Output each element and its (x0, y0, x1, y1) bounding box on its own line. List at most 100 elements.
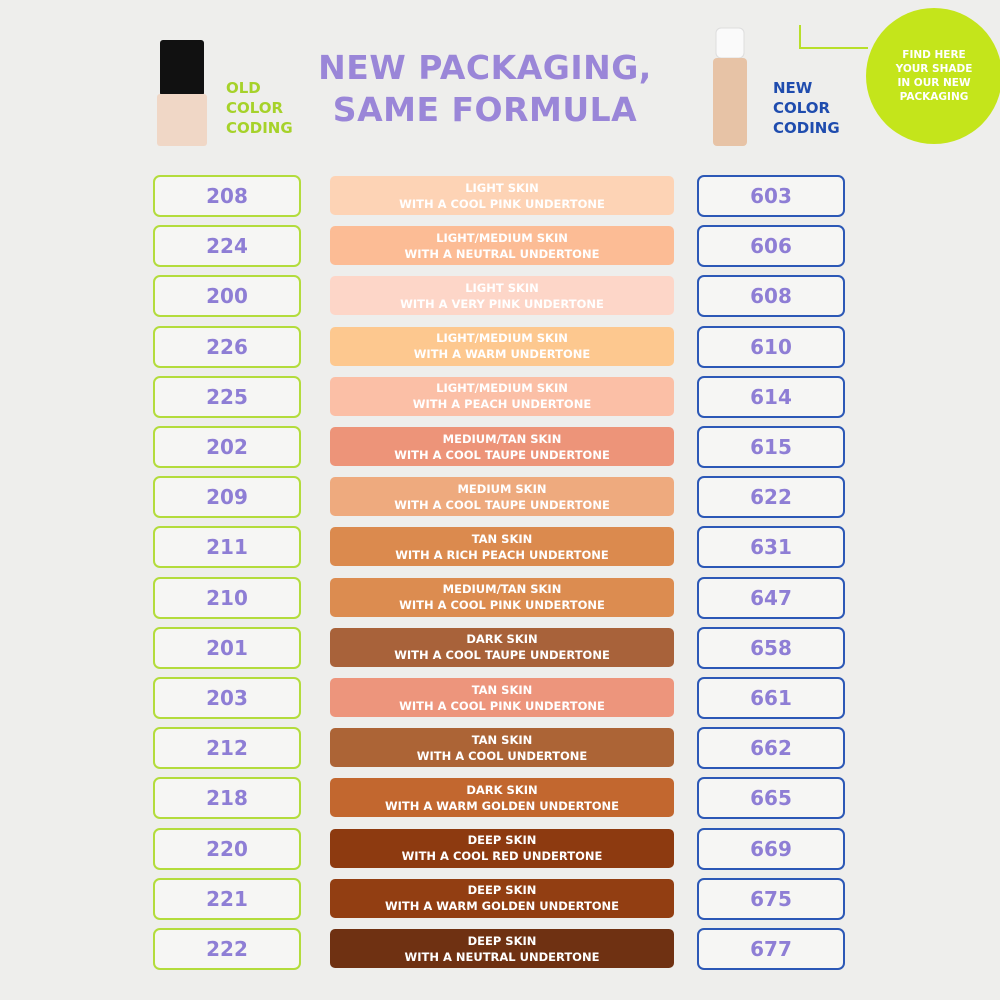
new-bottle-pump (715, 27, 745, 59)
description-line: WITH A COOL TAUPE UNDERTONE (394, 447, 610, 462)
new-code: 606 (697, 225, 845, 268)
description-line: WITH A COOL PINK UNDERTONE (399, 196, 605, 211)
old-code: 225 (153, 375, 301, 418)
shade-description: DEEP SKIN WITH A NEUTRAL UNDERTONE (330, 929, 674, 968)
description-line: WITH A COOL TAUPE UNDERTONE (394, 648, 610, 663)
description-line: WITH A WARM GOLDEN UNDERTONE (384, 899, 620, 914)
shade-description: DEEP SKIN WITH A COOL RED UNDERTONE (330, 828, 674, 868)
old-bottle-body (157, 94, 207, 146)
new-code: 677 (697, 928, 845, 970)
new-code: 669 (697, 827, 845, 870)
old-label: OLD COLOR CODING (226, 78, 293, 138)
new-label: NEW COLOR CODING (773, 78, 840, 138)
description-line: MEDIUM SKIN (457, 481, 547, 496)
old-label-line: COLOR (226, 99, 284, 117)
description-line: DEEP SKIN (467, 833, 537, 848)
old-code: 222 (153, 928, 301, 970)
description-line: WITH A COOL TAUPE UNDERTONE (394, 497, 610, 512)
new-code: 665 (697, 777, 845, 820)
description-line: WITH A WARM UNDERTONE (413, 347, 591, 362)
shade-description: LIGHT/MEDIUM SKIN WITH A NEUTRAL UNDERTON… (330, 226, 674, 266)
new-code: 658 (697, 626, 845, 669)
old-code: 200 (153, 275, 301, 318)
description-line: MEDIUM/TAN SKIN (442, 431, 562, 446)
shade-description: LIGHT SKIN WITH A COOL PINK UNDERTONE (330, 176, 674, 215)
shade-description: TAN SKIN WITH A COOL PINK UNDERTONE (330, 678, 674, 717)
description-line: DEEP SKIN (467, 933, 537, 948)
description-line: LIGHT/MEDIUM SKIN (436, 230, 568, 245)
description-line: LIGHT/MEDIUM SKIN (436, 381, 568, 396)
new-code: 675 (697, 877, 845, 920)
new-code: 614 (697, 375, 845, 418)
callout: FIND HERE YOUR SHADE IN OUR NEW PACKAGIN… (866, 8, 1000, 144)
description-line: LIGHT SKIN (465, 180, 539, 195)
description-line: WITH A COOL UNDERTONE (416, 748, 588, 763)
old-code: 221 (153, 877, 301, 920)
shade-description: MEDIUM/TAN SKIN WITH A COOL TAUPE UNDERTO… (330, 427, 674, 466)
illustrations (157, 25, 868, 146)
old-code: 203 (153, 677, 301, 719)
description-line: WITH A COOL PINK UNDERTONE (399, 698, 605, 713)
old-code: 209 (153, 476, 301, 519)
old-code: 210 (153, 576, 301, 619)
title-line: NEW PACKAGING, (318, 48, 652, 87)
old-label-line: CODING (226, 119, 293, 137)
shade-description: LIGHT SKIN WITH A VERY PINK UNDERTONE (330, 276, 674, 316)
description-line: WITH A COOL RED UNDERTONE (401, 849, 603, 864)
description-line: TAN SKIN (471, 531, 533, 546)
old-code: 212 (153, 727, 301, 770)
new-label-line: NEW (773, 79, 813, 97)
old-bottle-cap (160, 40, 204, 96)
old-code: 218 (153, 777, 301, 820)
new-code: 622 (697, 476, 845, 519)
callout-line-text: YOUR SHADE (895, 63, 973, 75)
callout-line-text: IN OUR NEW (897, 77, 971, 89)
old-code: 202 (153, 426, 301, 468)
old-code: 220 (153, 827, 301, 870)
description-line: WITH A NEUTRAL UNDERTONE (404, 246, 600, 261)
shade-description: MEDIUM/TAN SKIN WITH A COOL PINK UNDERTON… (330, 577, 674, 617)
shade-description: LIGHT/MEDIUM SKIN WITH A WARM UNDERTONE (330, 326, 674, 366)
new-bottle-body (713, 58, 747, 146)
description-line: WITH A RICH PEACH UNDERTONE (395, 547, 609, 562)
new-code: 608 (697, 275, 845, 318)
description-line: TAN SKIN (471, 732, 533, 747)
description-line: WITH A PEACH UNDERTONE (412, 397, 592, 412)
old-code: 211 (153, 526, 301, 569)
description-line: WITH A VERY PINK UNDERTONE (400, 296, 604, 311)
new-label-line: COLOR (773, 99, 831, 117)
new-label-line: CODING (773, 119, 840, 137)
description-line: DARK SKIN (466, 782, 538, 797)
description-line: LIGHT SKIN (465, 280, 539, 295)
shade-description: TAN SKIN WITH A COOL UNDERTONE (330, 728, 674, 768)
description-line: TAN SKIN (471, 682, 533, 697)
new-code: 662 (697, 727, 845, 770)
description-line: DEEP SKIN (467, 883, 537, 898)
description-line: LIGHT/MEDIUM SKIN (436, 331, 568, 346)
description-line: WITH A COOL PINK UNDERTONE (399, 598, 605, 613)
old-code: 226 (153, 325, 301, 368)
new-code: 647 (697, 576, 845, 619)
callout-line-text: PACKAGING (899, 91, 969, 103)
old-label-line: OLD (226, 79, 261, 97)
new-code: 631 (697, 526, 845, 569)
new-code: 661 (697, 677, 845, 719)
new-code: 610 (697, 325, 845, 368)
old-code: 208 (153, 175, 301, 217)
shade-description: DARK SKIN WITH A WARM GOLDEN UNDERTONE (330, 778, 674, 818)
shade-description: DARK SKIN WITH A COOL TAUPE UNDERTONE (330, 627, 674, 667)
shade-description: LIGHT/MEDIUM SKIN WITH A PEACH UNDERTONE (330, 376, 674, 416)
shade-description: MEDIUM SKIN WITH A COOL TAUPE UNDERTONE (330, 477, 674, 517)
description-line: DARK SKIN (466, 632, 538, 647)
description-line: WITH A WARM GOLDEN UNDERTONE (384, 798, 620, 813)
old-code: 224 (153, 225, 301, 268)
callout-line-text: FIND HERE (902, 49, 966, 61)
new-code: 603 (697, 175, 845, 217)
description-line: MEDIUM/TAN SKIN (442, 582, 562, 597)
new-code: 615 (697, 426, 845, 468)
description-line: WITH A NEUTRAL UNDERTONE (404, 949, 600, 964)
shade-description: DEEP SKIN WITH A WARM GOLDEN UNDERTONE (330, 878, 674, 918)
title-line: SAME FORMULA (332, 90, 638, 129)
callout-line (799, 25, 868, 49)
